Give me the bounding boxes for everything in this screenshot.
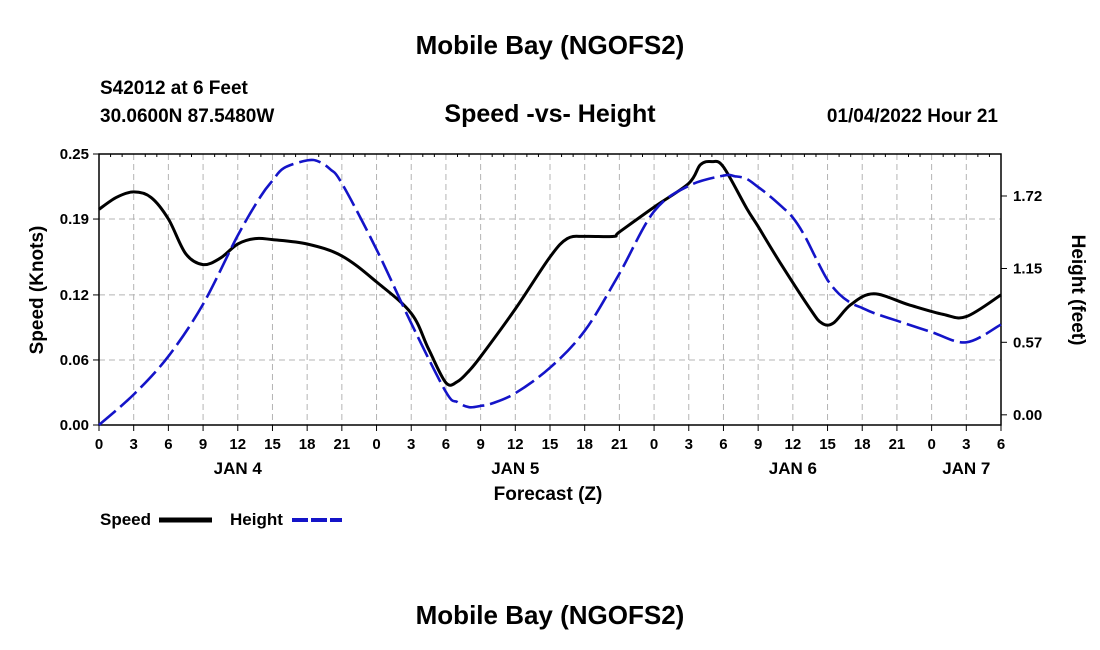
x-tick-label: 0 bbox=[372, 436, 380, 453]
x-tick-label: 3 bbox=[685, 436, 693, 453]
y-tick-label-left: 0.06 bbox=[60, 352, 89, 369]
x-tick-label: 21 bbox=[611, 436, 628, 453]
x-tick-label: 15 bbox=[542, 436, 559, 453]
y-tick-label-left: 0.19 bbox=[60, 211, 89, 228]
x-tick-label: 0 bbox=[650, 436, 658, 453]
y-tick-label-left: 0.25 bbox=[60, 146, 89, 163]
x-tick-label: 12 bbox=[785, 436, 802, 453]
x-tick-label: 18 bbox=[576, 436, 593, 453]
grid-lines bbox=[99, 154, 1001, 425]
height-series-line bbox=[98, 158, 1002, 426]
legend-speed-label: Speed bbox=[100, 510, 151, 529]
y-axis-label-left: Speed (Knots) bbox=[27, 226, 48, 355]
y-tick-label-right: 1.15 bbox=[1013, 261, 1042, 278]
x-tick-label: 9 bbox=[199, 436, 207, 453]
x-tick-label: 6 bbox=[164, 436, 172, 453]
x-tick-label: 6 bbox=[719, 436, 727, 453]
date-label: JAN 7 bbox=[942, 459, 990, 478]
coordinates-label: 30.0600N 87.5480W bbox=[100, 106, 275, 127]
x-tick-label: 21 bbox=[889, 436, 906, 453]
x-tick-label: 12 bbox=[507, 436, 524, 453]
x-tick-label: 0 bbox=[927, 436, 935, 453]
forecast-datetime: 01/04/2022 Hour 21 bbox=[826, 106, 998, 127]
date-label: JAN 6 bbox=[769, 459, 817, 478]
y-tick-label-left: 0.00 bbox=[60, 417, 89, 434]
date-label: JAN 4 bbox=[214, 459, 263, 478]
footer-title: Mobile Bay (NGOFS2) bbox=[415, 600, 685, 630]
x-tick-label: 6 bbox=[442, 436, 450, 453]
x-tick-label: 18 bbox=[299, 436, 316, 453]
x-tick-label: 3 bbox=[130, 436, 138, 453]
x-tick-label: 9 bbox=[476, 436, 484, 453]
x-tick-label: 12 bbox=[229, 436, 246, 453]
y-tick-label-right: 0.57 bbox=[1013, 334, 1042, 351]
x-tick-label: 3 bbox=[407, 436, 415, 453]
x-tick-label: 6 bbox=[997, 436, 1005, 453]
x-tick-label: 3 bbox=[962, 436, 970, 453]
chart-subtitle: Speed -vs- Height bbox=[444, 100, 656, 128]
y-tick-label-right: 1.72 bbox=[1013, 188, 1042, 205]
x-tick-label: 15 bbox=[819, 436, 836, 453]
x-tick-label: 9 bbox=[754, 436, 762, 453]
legend-height-label: Height bbox=[230, 510, 283, 529]
speed-series-line bbox=[98, 159, 1002, 387]
x-tick-label: 21 bbox=[334, 436, 351, 453]
axes: 0 3 6 9 12 15 18 21 0 3 6 9 12 15 18 21 0 3 6 9 12 15 18 21 0 3 60… bbox=[60, 146, 1042, 478]
chart-title: Mobile Bay (NGOFS2) bbox=[415, 30, 685, 60]
legend: Speed Height bbox=[100, 510, 342, 529]
x-axis-label: Forecast (Z) bbox=[494, 484, 603, 505]
x-tick-label: 15 bbox=[264, 436, 281, 453]
x-tick-label: 0 bbox=[95, 436, 103, 453]
date-label: JAN 5 bbox=[491, 459, 539, 478]
y-tick-label-right: 0.00 bbox=[1013, 407, 1042, 424]
station-label: S42012 at 6 Feet bbox=[100, 78, 248, 99]
series bbox=[98, 158, 1002, 426]
y-axis-label-right: Height (feet) bbox=[1067, 235, 1088, 346]
y-tick-label-left: 0.12 bbox=[60, 287, 89, 304]
x-tick-label: 18 bbox=[854, 436, 871, 453]
